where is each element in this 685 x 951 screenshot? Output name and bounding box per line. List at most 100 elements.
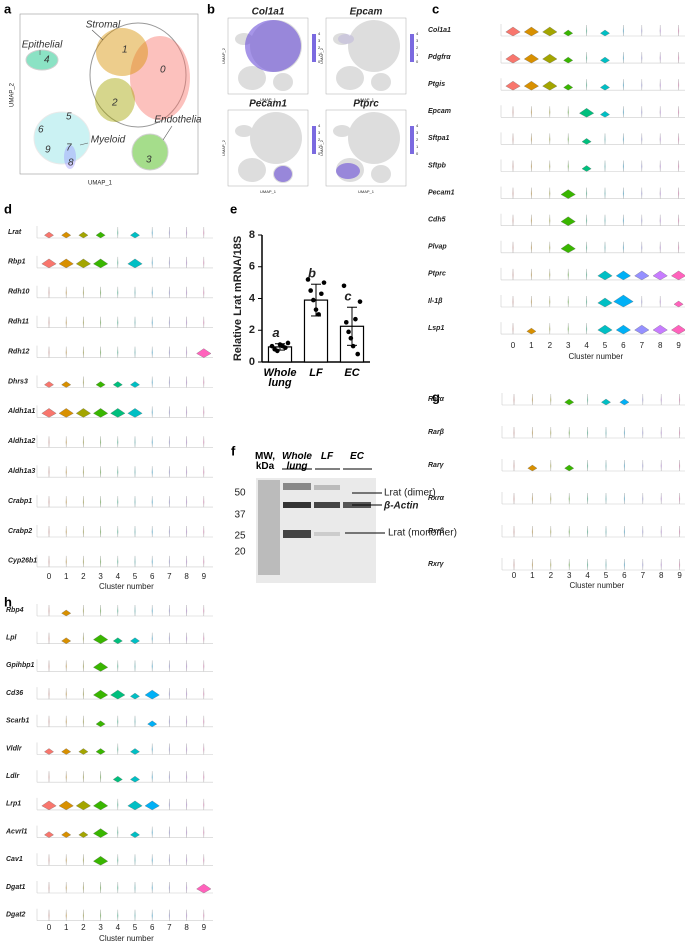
colorbar-tick: 4: [318, 31, 321, 36]
colorbar: [410, 34, 414, 62]
violin: [512, 268, 514, 280]
y-tick-label: 6: [249, 261, 255, 273]
gene-label: Cav1: [6, 856, 23, 863]
violin: [44, 831, 54, 838]
violin: [203, 406, 205, 418]
violin: [203, 436, 205, 448]
gene-label: Cyp26b1: [8, 558, 37, 565]
colorbar: [410, 126, 414, 154]
colorbar-tick: 4: [318, 123, 321, 128]
data-point: [308, 288, 313, 293]
violin: [151, 346, 153, 358]
violin: [530, 214, 532, 226]
violin: [93, 689, 109, 700]
umap-cells: [371, 165, 391, 183]
colorbar-tick: 4: [416, 31, 419, 36]
violin: [44, 748, 54, 755]
y-tick-label: 8: [249, 229, 255, 241]
violin: [48, 436, 50, 448]
x-axis-label: UMAP_1: [358, 189, 375, 194]
violin: [549, 241, 551, 253]
violin: [127, 800, 143, 811]
gene-label: Ldlr: [6, 773, 20, 780]
violin: [134, 436, 136, 448]
violin: [100, 771, 102, 783]
data-point: [348, 335, 354, 341]
violin: [531, 525, 533, 538]
violin: [117, 854, 119, 866]
violin: [65, 688, 67, 700]
violin: [619, 398, 630, 406]
violin: [93, 634, 109, 644]
violin: [65, 525, 67, 538]
x-tick-label: 5: [133, 572, 138, 581]
expression: [274, 166, 292, 182]
umap-cells: [238, 158, 266, 182]
violin: [679, 459, 681, 472]
gene-label: Rdh11: [8, 319, 29, 326]
x-axis-label: UMAP_1: [88, 181, 113, 187]
expression: [245, 20, 301, 72]
violin: [48, 555, 50, 567]
violin: [65, 909, 67, 921]
violin: [151, 660, 153, 672]
violin: [597, 297, 613, 308]
violin: [604, 214, 606, 226]
violin: [568, 525, 570, 538]
violin: [134, 496, 136, 508]
violin: [48, 496, 50, 508]
violin: [168, 826, 170, 838]
violin: [597, 270, 613, 281]
violin: [523, 81, 539, 91]
violin: [564, 398, 575, 406]
pointer: [79, 142, 89, 146]
violin: [587, 393, 589, 406]
violin: [151, 771, 153, 783]
violin: [567, 295, 569, 308]
violin: [144, 689, 160, 700]
x-tick-label: 7: [167, 923, 172, 932]
violin: [678, 241, 680, 253]
umap-cells: [333, 125, 351, 137]
violin: [134, 715, 136, 727]
violin: [531, 492, 533, 505]
violin: [65, 854, 67, 866]
violin: [587, 426, 589, 439]
violin: [65, 496, 67, 508]
x-tick-label: 3: [98, 572, 103, 581]
band: [314, 532, 340, 536]
region-label: Myeloid: [91, 135, 126, 146]
cluster-label: 4: [44, 55, 50, 66]
gene-label: Pdgfrα: [428, 54, 451, 61]
colorbar-tick: 2: [416, 137, 419, 142]
violin: [641, 295, 643, 308]
violin: [65, 346, 67, 358]
y-axis-label: UMAP_2: [319, 139, 324, 156]
violin: [186, 798, 188, 810]
violin: [542, 81, 558, 91]
panel-letter: f: [231, 443, 236, 458]
violin: [568, 492, 570, 505]
x-tick-label: 2: [549, 571, 554, 580]
violin: [186, 771, 188, 783]
violin: [117, 881, 119, 894]
violin: [48, 909, 50, 921]
violin: [117, 496, 119, 508]
gene-label: Aldh1a3: [7, 468, 35, 475]
violin: [186, 604, 188, 617]
violin: [203, 909, 205, 921]
violin: [531, 558, 533, 571]
violin: [642, 393, 644, 406]
violin: [151, 854, 153, 866]
band-label: β-Actin: [383, 501, 419, 512]
x-tick-label: 9: [677, 571, 682, 580]
violin: [127, 408, 143, 418]
violin: [203, 555, 205, 567]
lane-label: Whole lung: [282, 452, 312, 472]
violin: [660, 525, 662, 538]
gene-label: Rxrα: [428, 495, 445, 502]
violin: [679, 492, 681, 505]
y-axis-label: UMAP_2: [319, 47, 324, 64]
gene-label: Rxrγ: [428, 561, 445, 568]
violin: [134, 604, 136, 617]
